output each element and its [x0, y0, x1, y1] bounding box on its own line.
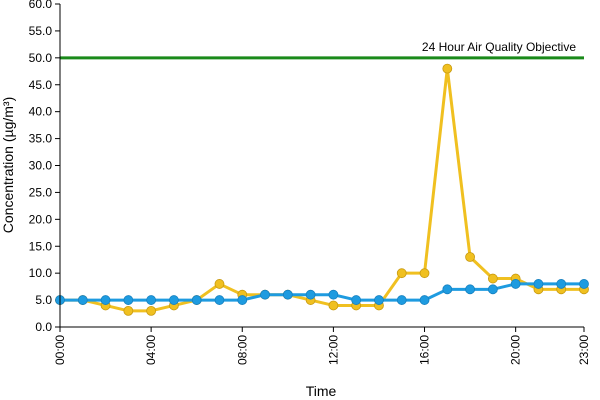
series-0-line	[60, 67, 584, 313]
y-tick-label: 40.0	[29, 105, 53, 119]
y-tick-label: 50.0	[29, 51, 53, 65]
series-1-point	[100, 295, 111, 305]
series-0-point	[419, 268, 430, 279]
x-tick-label: 12:00	[326, 335, 340, 365]
series-1-point	[77, 295, 88, 305]
series-0-point	[487, 273, 498, 284]
series-group	[55, 63, 589, 316]
series-1-point	[146, 295, 157, 305]
x-tick-label: 08:00	[235, 335, 249, 365]
series-1-point	[510, 279, 521, 289]
series-1-point	[282, 289, 293, 300]
series-1-point	[465, 284, 475, 295]
axes	[59, 4, 584, 328]
y-tick-label: 20.0	[29, 212, 53, 226]
y-tick-label: 10.0	[29, 266, 53, 280]
series-1-point	[214, 295, 225, 305]
y-tick-label: 35.0	[29, 132, 53, 146]
series-1-point	[123, 295, 134, 305]
x-tick-label: 00:00	[53, 335, 67, 365]
series-1-point	[487, 284, 498, 295]
series-1-point	[328, 289, 339, 300]
y-tick-label: 45.0	[29, 78, 53, 92]
series-1-point	[419, 295, 430, 305]
y-tick-label: 5.0	[35, 293, 52, 307]
series-1-point	[260, 289, 270, 300]
y-tick-label: 0.0	[35, 320, 52, 334]
series-1-line	[60, 282, 584, 302]
series-0-point	[465, 252, 475, 262]
y-tick-label: 15.0	[29, 239, 53, 253]
x-axis-title: Time	[306, 383, 337, 399]
series-0-point	[146, 305, 157, 316]
y-tick-label: 25.0	[29, 185, 53, 199]
series-1-point	[191, 295, 202, 305]
series-1-point	[351, 295, 362, 305]
x-tick-label: 16:00	[418, 335, 432, 365]
x-axis-ticks: 00:00 04:00 08:00 12:00 16:00 20:00 23:00	[53, 327, 591, 365]
series-1-point	[305, 289, 316, 300]
series-0-point	[214, 279, 225, 289]
y-tick-label: 60.0	[29, 0, 53, 11]
series-1-point	[442, 284, 453, 295]
y-axis-ticks: 0.0 5.0 10.0 15.0 20.0 25.0 30.0 35.0 40.0 45.0 50…	[29, 0, 60, 334]
series-1-point	[533, 279, 544, 289]
series-1-point	[396, 295, 407, 305]
y-tick-label: 30.0	[29, 159, 53, 173]
series-1-point	[169, 295, 179, 305]
x-tick-label: 20:00	[509, 335, 523, 365]
objective-line-group: 24 Hour Air Quality Objective	[60, 40, 584, 60]
series-1-point	[556, 279, 567, 289]
series-0-point	[396, 268, 407, 279]
series-0-point	[442, 63, 453, 74]
series-1-point	[579, 279, 589, 289]
x-tick-label: 23:00	[577, 335, 591, 365]
y-tick-label: 55.0	[29, 24, 53, 38]
series-0-point	[123, 305, 134, 316]
series-0-point	[328, 300, 339, 311]
series-1-point	[237, 295, 248, 305]
objective-label: 24 Hour Air Quality Objective	[422, 40, 576, 54]
series-1-point	[374, 295, 384, 305]
y-axis-title: Concentration (µg/m³)	[0, 97, 16, 233]
x-tick-label: 04:00	[144, 335, 158, 365]
